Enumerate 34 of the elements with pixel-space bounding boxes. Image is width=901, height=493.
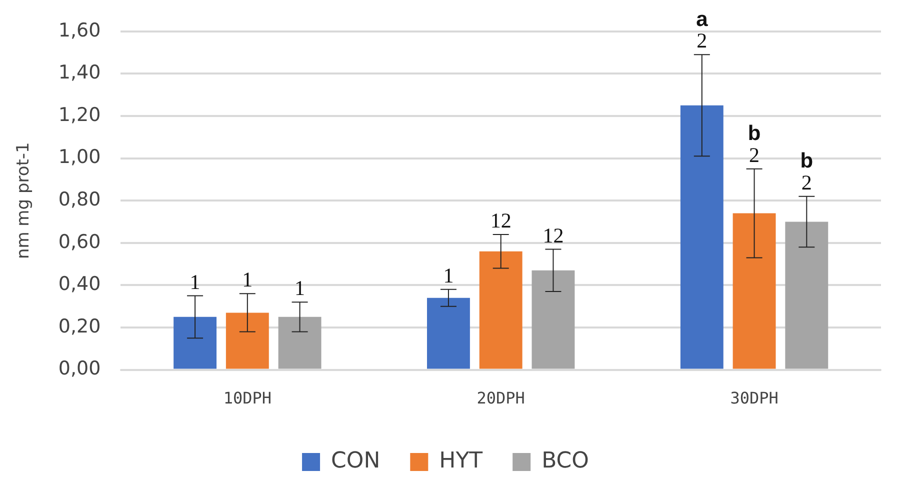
y-tick-label: 0,20 bbox=[58, 315, 101, 338]
annotation: 1 bbox=[190, 270, 200, 294]
y-tick-label: 1,40 bbox=[58, 62, 101, 84]
bar bbox=[226, 312, 269, 369]
bar bbox=[278, 316, 322, 369]
bar bbox=[732, 213, 776, 369]
bar bbox=[680, 105, 724, 369]
x-tick-label: 10DPH bbox=[223, 388, 272, 408]
annotation: 1 bbox=[294, 276, 306, 300]
annotation: b 2 bbox=[800, 150, 814, 194]
annotation: 1 bbox=[443, 263, 454, 288]
x-tick-label: 20DPH bbox=[476, 388, 525, 408]
bar bbox=[785, 222, 828, 369]
annotation: 1 bbox=[242, 268, 253, 292]
y-tick-label: 1,20 bbox=[58, 104, 101, 126]
annotation: 12 bbox=[490, 208, 512, 232]
legend-label: CON bbox=[331, 448, 380, 474]
y-tick-label: 1,60 bbox=[58, 19, 101, 42]
bar bbox=[532, 270, 575, 369]
y-axis-title: nm mg prot-1 bbox=[14, 142, 34, 260]
y-tick-label: 0,80 bbox=[58, 188, 101, 211]
annotation: 12 bbox=[542, 223, 564, 248]
annotation: a 2 bbox=[696, 8, 708, 53]
legend-label: BCO bbox=[542, 448, 589, 474]
legend-label: HYT bbox=[439, 448, 484, 474]
x-tick-label: 30DPH bbox=[730, 388, 778, 408]
bar bbox=[174, 316, 217, 369]
y-tick-label: 1,00 bbox=[58, 146, 101, 168]
y-tick-label: 0,60 bbox=[58, 230, 101, 253]
bar bbox=[427, 298, 470, 369]
y-tick-label: 0,00 bbox=[58, 358, 101, 380]
annotation: b 2 bbox=[748, 122, 761, 167]
y-tick-label: 0,40 bbox=[58, 273, 101, 296]
bar bbox=[479, 251, 522, 369]
